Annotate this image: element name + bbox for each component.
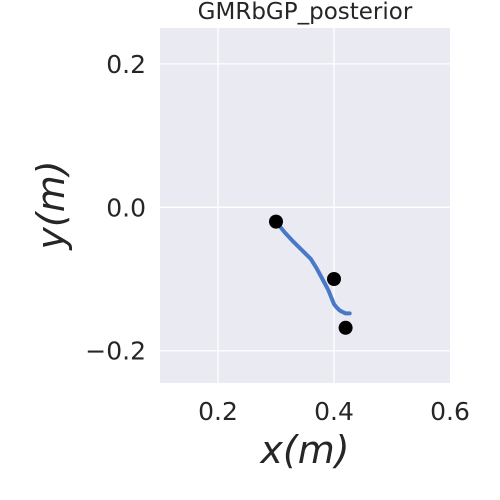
grid <box>160 28 450 383</box>
series <box>269 214 353 335</box>
y-tick-labels: 0.2 0.0 −0.2 <box>85 50 146 366</box>
y-axis-label: y(m) <box>29 160 73 250</box>
y-tick-label: 0.0 <box>106 193 146 222</box>
plot-area <box>160 28 450 383</box>
x-tick-labels: 0.2 0.4 0.6 <box>198 397 470 426</box>
trajectory-line <box>274 219 352 316</box>
data-point <box>327 272 341 287</box>
y-tick-label: −0.2 <box>85 337 146 366</box>
data-point <box>269 214 283 229</box>
x-tick-label: 0.4 <box>314 397 354 426</box>
x-tick-label: 0.2 <box>198 397 238 426</box>
data-point <box>338 320 353 335</box>
y-tick-label: 0.2 <box>106 50 146 79</box>
x-axis-label: x(m) <box>259 428 349 472</box>
x-tick-label: 0.6 <box>430 397 470 426</box>
chart-title: GMRbGP_posterior <box>198 0 413 25</box>
